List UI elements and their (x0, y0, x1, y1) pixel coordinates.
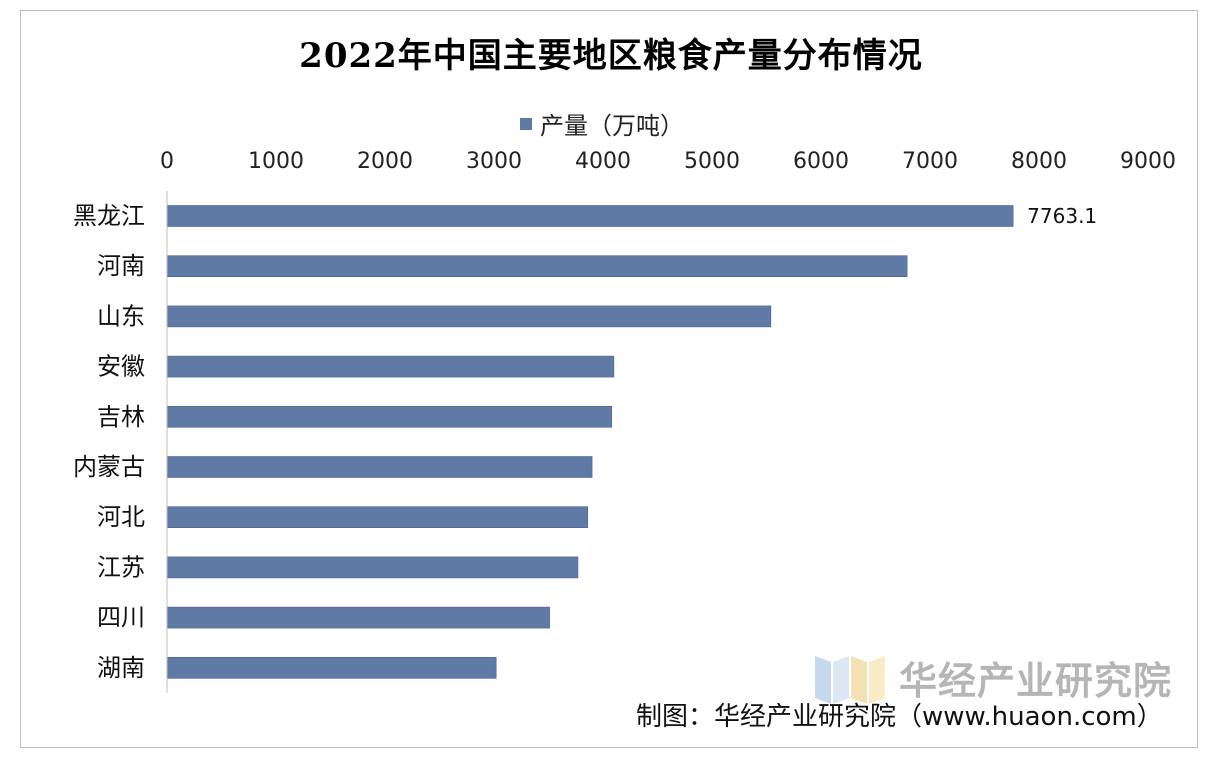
legend-swatch (520, 117, 532, 130)
legend-label: 产量（万吨） (540, 112, 684, 140)
bar (166, 556, 579, 579)
category-label: 四川 (97, 604, 145, 632)
watermark-text: 华经产业研究院 (899, 659, 1173, 703)
data-label: 7763.1 (1027, 204, 1097, 228)
bar (166, 355, 615, 378)
x-tick-label: 2000 (357, 149, 413, 174)
huaon-logo-icon (815, 655, 885, 704)
x-tick-label: 6000 (793, 149, 849, 174)
category-label: 山东 (97, 302, 145, 330)
x-tick-label: 5000 (684, 149, 740, 174)
data-labels: 7763.1 (1027, 204, 1097, 228)
category-label: 吉林 (97, 403, 145, 431)
watermark: 华经产业研究院 (815, 650, 1172, 705)
x-tick-label: 9000 (1120, 149, 1176, 174)
source-note: 制图：华经产业研究院（www.huaon.com） (636, 702, 1163, 732)
bar (166, 255, 908, 277)
category-label: 河北 (97, 503, 145, 531)
bar (166, 606, 550, 629)
category-label: 江苏 (97, 553, 145, 581)
category-label: 黑龙江 (73, 202, 145, 230)
chart-legend: 产量（万吨） (520, 106, 684, 141)
chart-title: 2022年中国主要地区粮食产量分布情况 (299, 36, 923, 76)
bar (166, 305, 772, 328)
x-tick-label: 0 (160, 149, 174, 174)
x-tick-label: 8000 (1011, 149, 1067, 174)
x-tick-label: 3000 (466, 149, 522, 174)
category-label: 河南 (97, 252, 145, 280)
bars (166, 205, 1014, 679)
x-tick-label: 7000 (902, 149, 958, 174)
x-axis-ticks: 0 1000 2000 3000 4000 5000 6000 7000 8000 9000 (160, 149, 1176, 174)
category-label: 安徽 (97, 353, 145, 381)
category-label: 内蒙古 (73, 453, 145, 481)
bar (166, 656, 497, 679)
category-label: 湖南 (97, 654, 145, 682)
bar (166, 506, 589, 529)
x-tick-label: 1000 (248, 149, 304, 174)
bar (166, 205, 1014, 227)
x-tick-label: 4000 (575, 149, 631, 174)
bar (166, 405, 613, 428)
bar (166, 456, 593, 478)
